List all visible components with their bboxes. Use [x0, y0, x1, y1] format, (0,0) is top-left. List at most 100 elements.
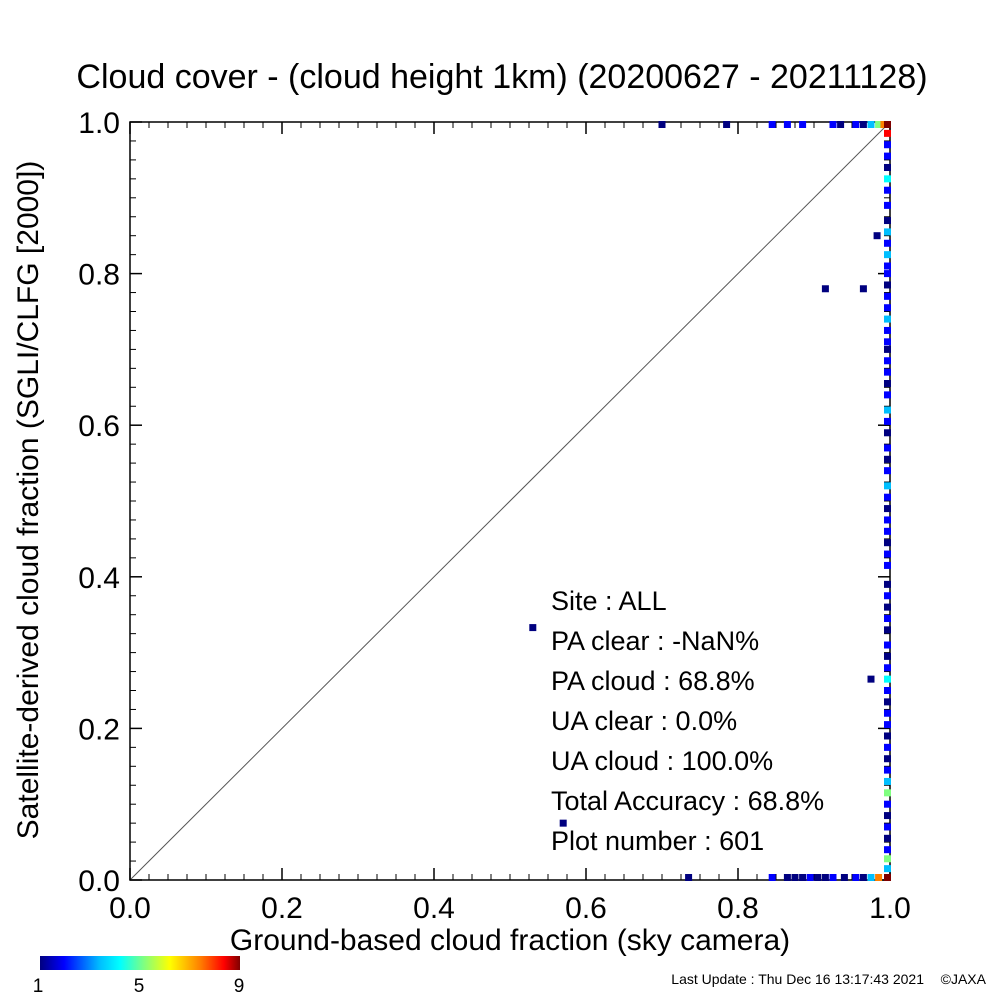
x-tick-label: 0.8 [717, 892, 759, 925]
data-point [884, 721, 891, 729]
stat-line: Total Accuracy : 68.8% [551, 786, 824, 816]
data-point [884, 121, 891, 128]
data-point [821, 285, 829, 293]
data-point [884, 270, 891, 278]
stat-line: PA cloud : 68.8% [551, 666, 755, 696]
data-point [884, 152, 891, 160]
data-point [875, 874, 883, 881]
data-point [821, 874, 829, 881]
data-point [884, 251, 891, 259]
data-point [723, 121, 731, 128]
data-point [884, 580, 891, 588]
copyright-text: ©JAXA [941, 971, 987, 987]
colorbar-min-label: 1 [33, 976, 44, 997]
data-point [884, 482, 891, 490]
data-point [837, 121, 845, 128]
plot-area [129, 121, 891, 881]
data-point [884, 743, 891, 751]
data-point [884, 834, 891, 842]
data-point [884, 592, 891, 600]
data-point [859, 121, 867, 128]
data-point [884, 812, 891, 820]
data-point [884, 391, 891, 399]
data-point [884, 865, 891, 873]
stat-value: -NaN% [665, 626, 760, 656]
data-point [884, 368, 891, 376]
stat-line: Site : ALL [551, 586, 667, 616]
data-point [884, 228, 891, 236]
stat-value: 68.8% [671, 666, 755, 696]
stat-line: Plot number : 601 [551, 826, 764, 856]
colorbar-mid-label: 5 [134, 976, 145, 997]
data-points [529, 121, 891, 881]
data-point [884, 709, 891, 717]
stat-label: Plot number : [551, 826, 712, 856]
data-point [884, 641, 891, 649]
data-point [884, 766, 891, 774]
colorbar-gradient [40, 956, 240, 970]
data-point [867, 675, 875, 683]
y-tick-label: 0.4 [78, 562, 120, 595]
minor-ticks [130, 122, 890, 880]
data-point [783, 121, 791, 128]
stat-label: Total Accuracy : [551, 786, 740, 816]
data-point [884, 516, 891, 524]
x-tick-label: 0.6 [565, 892, 607, 925]
data-point [840, 874, 848, 881]
data-point [852, 121, 860, 128]
x-tick-labels: 0.0 0.2 0.4 0.6 0.8 1.0 [109, 892, 911, 925]
one-to-one-line [129, 121, 891, 881]
stat-value: 601 [712, 826, 765, 856]
x-tick-label: 1.0 [869, 892, 911, 925]
data-point [814, 874, 822, 881]
y-tick-label: 0.2 [78, 713, 120, 746]
data-point [884, 175, 891, 183]
data-point [884, 561, 891, 569]
data-point [884, 380, 891, 388]
colorbar-max-label: 9 [234, 976, 245, 997]
data-point [799, 874, 807, 881]
last-update-text: Last Update : Thu Dec 16 13:17:43 2021 [671, 971, 924, 987]
data-point [884, 186, 891, 194]
stat-value: 0.0% [668, 706, 737, 736]
data-point [884, 262, 891, 270]
data-point [884, 292, 891, 300]
data-point [829, 121, 837, 128]
data-point [884, 823, 891, 831]
stat-line: UA clear : 0.0% [551, 706, 737, 736]
statistics-box: Site : ALL PA clear : -NaN% PA cloud : 68.… [551, 586, 824, 856]
data-point [768, 121, 776, 128]
stat-label: UA clear : [551, 706, 668, 736]
data-point [884, 675, 891, 683]
data-point [829, 874, 837, 881]
data-point [884, 505, 891, 513]
data-point [884, 539, 891, 547]
data-point [884, 493, 891, 501]
data-point [884, 429, 891, 437]
data-point [884, 603, 891, 611]
data-point [884, 789, 891, 797]
data-point [884, 338, 891, 346]
y-tick-label: 0.0 [78, 865, 120, 898]
data-point [884, 687, 891, 694]
data-point [529, 624, 537, 632]
chart-title: Cloud cover - (cloud height 1km) (202006… [76, 58, 927, 96]
data-point [884, 444, 891, 452]
x-tick-label: 0.0 [109, 892, 151, 925]
data-point [873, 232, 881, 240]
stat-label: UA cloud : [551, 746, 674, 776]
stat-label: PA cloud : [551, 666, 671, 696]
data-point [791, 874, 799, 881]
data-point [884, 455, 891, 463]
x-axis-label: Ground-based cloud fraction (sky camera) [230, 924, 790, 957]
data-point [658, 121, 666, 128]
data-point [867, 874, 875, 881]
data-point [884, 467, 891, 475]
data-point [884, 304, 891, 312]
y-tick-label: 0.6 [78, 410, 120, 443]
data-point [884, 855, 891, 863]
data-point [884, 129, 891, 137]
data-point [884, 315, 891, 323]
data-point [884, 732, 891, 740]
